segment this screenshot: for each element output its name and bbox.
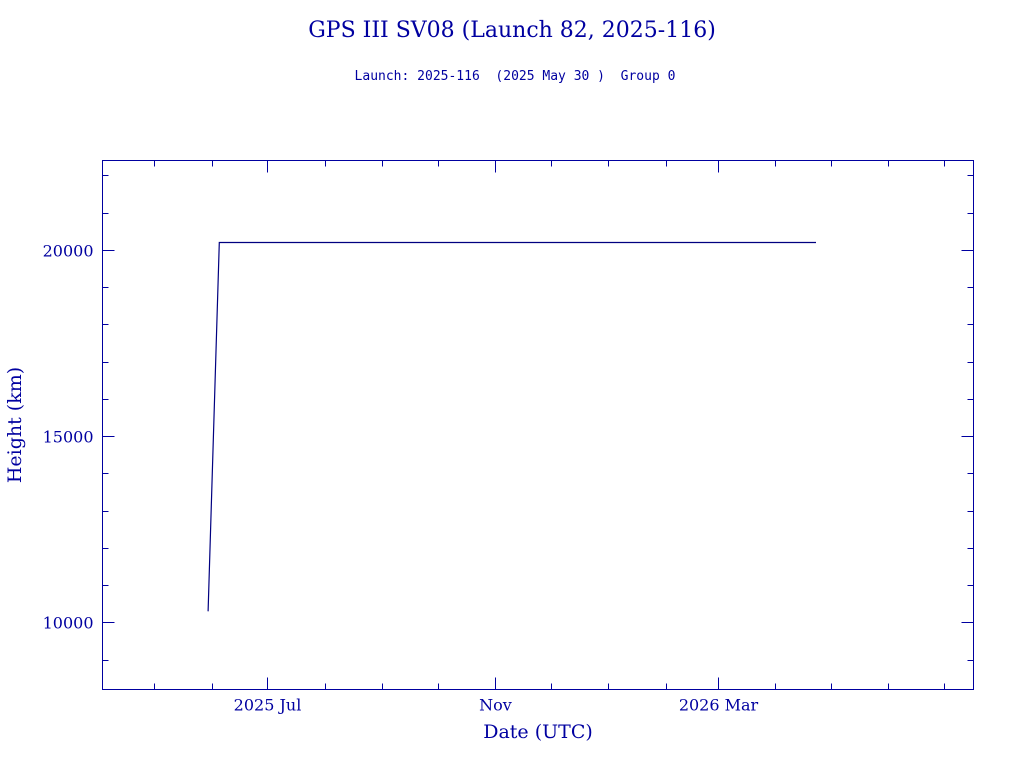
x-axis: 2025 Jul Nov 2026 Mar	[154, 160, 945, 715]
y-tick-label: 15000	[43, 428, 94, 447]
x-tick-label: Nov	[479, 696, 512, 715]
y-axis-label: Height (km)	[4, 367, 26, 483]
chart-title: GPS III SV08 (Launch 82, 2025-116)	[308, 18, 716, 43]
series-group	[207, 241, 816, 612]
chart-subtitle: Launch: 2025-116 (2025 May 30 ) Group 0	[355, 69, 676, 84]
x-axis-label: Date (UTC)	[483, 721, 593, 743]
y-tick-label: 20000	[43, 242, 94, 261]
x-tick-label: 2025 Jul	[234, 696, 302, 715]
height-series-line	[207, 241, 816, 612]
y-tick-label: 10000	[43, 614, 94, 633]
plot-frame	[102, 160, 974, 690]
y-axis: 10000 15000 20000	[43, 175, 974, 661]
x-tick-label: 2026 Mar	[679, 696, 759, 715]
